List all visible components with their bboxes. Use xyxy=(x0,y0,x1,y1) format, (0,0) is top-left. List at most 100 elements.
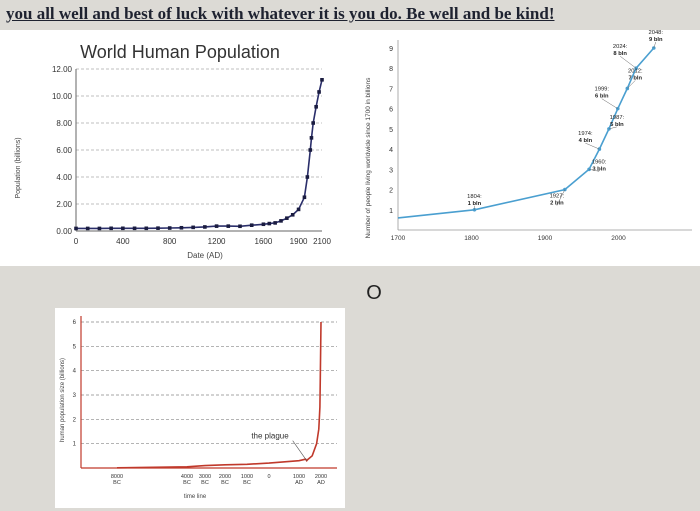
chart3-ytick-label: 4 xyxy=(73,369,77,375)
chart3-xtick-top: 3000 xyxy=(199,474,211,480)
chart3-ytick-label: 6 xyxy=(73,320,77,326)
chart2-axes xyxy=(397,40,692,231)
chart1-xtick-label: 800 xyxy=(163,237,177,246)
chart1-data-point xyxy=(85,226,90,231)
chart3-annotation-leader xyxy=(292,440,307,461)
chart1-xtick-label: 0 xyxy=(74,237,79,246)
chart2-xtick-label: 2000 xyxy=(611,235,626,242)
chart3-xtick-top: 1000 xyxy=(293,474,305,480)
chart2-data-point xyxy=(587,167,591,172)
chart2-annotation-year: 2048: xyxy=(649,30,664,36)
chart2-data-point xyxy=(651,46,656,50)
chart2-annotation-leader xyxy=(585,142,600,150)
chart1-xlabel: Date (AD) xyxy=(187,251,223,260)
chart2-xtick-label: 1800 xyxy=(464,235,479,242)
chart1-data-point xyxy=(121,226,125,231)
chart1-ytick-label: 6.00 xyxy=(56,146,72,155)
chart1-data-point xyxy=(238,224,242,229)
chart1-data-point xyxy=(132,226,137,231)
chart1-ylabel: Population (billions) xyxy=(15,137,22,198)
chart1-xtick-label: 1200 xyxy=(208,237,226,246)
chart1-data-point xyxy=(320,78,324,82)
chart3-xtick-bottom: BC xyxy=(113,480,121,486)
chart2-annotation-year: 2024: xyxy=(613,44,628,50)
chart1-ytick-label: 0.00 xyxy=(56,227,72,236)
chart2-annotation-value: 8 bln xyxy=(613,51,627,57)
chart3-xtick-top: 2000 xyxy=(315,474,327,480)
banner-text: you all well and best of luck with whate… xyxy=(6,4,555,23)
chart1-data-point xyxy=(74,226,78,231)
chart2-annotation-value: 7 bln xyxy=(629,75,643,81)
chart2-annotation-year: 1999: xyxy=(595,87,610,93)
chart2-ytick-label: 2 xyxy=(389,188,393,195)
chart1-data-point xyxy=(261,222,266,227)
chart1-data-point xyxy=(290,213,295,217)
chart2-annotation-value: 5 bln xyxy=(610,122,624,128)
chart2-annotation-leader xyxy=(653,41,657,49)
chart1-data-point xyxy=(302,195,307,200)
chart1-data-point xyxy=(167,226,172,230)
chart2-ytick-label: 3 xyxy=(389,167,393,174)
chart2-ylabel: Number of people living worldwide since … xyxy=(365,77,372,239)
chart1-data-point xyxy=(279,219,283,223)
chart2-annotation-value: 4 bln xyxy=(579,138,593,144)
chart2-xtick-label: 1700 xyxy=(391,235,406,242)
chart2-annotation-year: 1927: xyxy=(550,194,565,200)
chart1-xtick-label: 400 xyxy=(116,237,130,246)
chart2-ytick-label: 6 xyxy=(389,107,393,114)
world-population-chart: World Human Population Population (billi… xyxy=(0,30,360,266)
chart2-ytick-label: 5 xyxy=(389,127,393,134)
chart2-annotation-year: 1987: xyxy=(610,115,625,121)
chart2-annotation-value: 3 bln xyxy=(592,166,606,172)
chart2-series-line xyxy=(397,47,655,219)
chart1-data-point xyxy=(203,225,207,229)
chart1-data-point xyxy=(214,224,219,228)
chart2-annotations: 1804:1 bln 1927:2 bln 1960:3 bln 1974:4 bln… xyxy=(467,30,663,210)
chart1-data-point xyxy=(311,121,316,125)
chart2-ytick-label: 8 xyxy=(389,66,393,73)
chart2-annotation-leader xyxy=(608,126,618,130)
chart1-grid xyxy=(76,68,322,205)
chart3-xtick-bottom: BC xyxy=(221,480,229,486)
chart1-data-point xyxy=(156,226,160,230)
population-since-1700-chart: Number of people living worldwide since … xyxy=(360,30,700,266)
chart1-data-point xyxy=(191,225,195,230)
chart2-data-point xyxy=(597,147,602,151)
chart3-xtick-top: 2000 xyxy=(219,474,231,480)
chart3-xtick-bottom: AD xyxy=(317,480,325,486)
chart3-xtick-bottom: BC xyxy=(183,480,191,486)
chart2-annotation-leader xyxy=(627,80,636,89)
chart1-data-point xyxy=(309,136,314,140)
chart1-data-point xyxy=(249,223,254,227)
chart2-panel xyxy=(360,30,700,266)
chart1-data-point xyxy=(226,224,231,228)
chart1-data-point xyxy=(296,207,301,212)
chart3-ytick-label: 1 xyxy=(73,442,77,448)
circle-glyph-area: O xyxy=(366,282,382,304)
chart3-xlabel: time line xyxy=(184,494,207,500)
chart2-ytick-label: 1 xyxy=(389,208,393,215)
chart3-xtick-top: 4000 xyxy=(181,474,193,480)
chart2-xtick-label: 1900 xyxy=(538,235,553,242)
chart1-data-point xyxy=(179,225,184,230)
chart3-ylabel: human population size (billions) xyxy=(60,358,66,442)
chart2-ytick-label: 4 xyxy=(389,147,393,154)
chart2-annotation-year: 1974: xyxy=(578,131,593,137)
circle-glyph: O xyxy=(366,282,382,304)
chart1-axes xyxy=(75,69,322,232)
chart2-annotation-value: 6 bln xyxy=(595,94,609,100)
population-timeline-chart: human population size (billions) time li… xyxy=(55,308,345,508)
chart3-xtick-top: 0 xyxy=(267,474,270,480)
chart2-annotation-year: 1804: xyxy=(467,194,482,200)
chart1-data-point xyxy=(314,105,318,109)
chart2-tick-labels: 1 2 3 4 5 6 7 8 9 1700 1800 1900 2000 xyxy=(389,46,626,242)
chart1-data-point xyxy=(109,226,113,231)
chart3-xtick-top: 1000 xyxy=(241,474,253,480)
chart1-ytick-label: 2.00 xyxy=(56,200,72,209)
chart3-xtick-bottom: BC xyxy=(243,480,251,486)
chart1-tick-labels: 0.00 2.00 4.00 6.00 8.00 10.00 12.00 0 400 800 120… xyxy=(52,65,331,246)
chart1-xtick-label: 1900 xyxy=(290,237,308,246)
chart2-annotation-value: 9 bln xyxy=(649,37,663,43)
